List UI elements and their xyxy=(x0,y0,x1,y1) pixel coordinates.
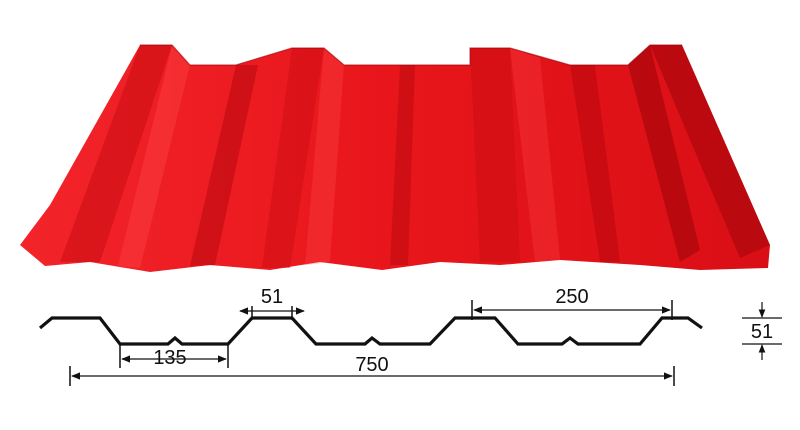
profile-line xyxy=(38,316,703,346)
roof-sheet-3d xyxy=(20,44,770,272)
rib-shade-3 xyxy=(262,48,324,268)
rib-highlight-3 xyxy=(510,48,560,262)
dim-cover-width-label: 750 xyxy=(355,354,388,376)
dim-rib-spacing-label: 250 xyxy=(555,286,588,308)
rib-shade-1 xyxy=(60,45,172,262)
rib-highlight-2 xyxy=(305,48,344,265)
rib-shade-2 xyxy=(190,65,258,266)
sheet-top-edge xyxy=(140,44,682,66)
rib-shade-8 xyxy=(628,45,700,262)
rib-shade-7 xyxy=(650,45,770,258)
rib-shade-5 xyxy=(470,48,520,262)
rib-shade-4 xyxy=(390,65,415,265)
rib-highlight-1 xyxy=(118,45,190,268)
dim-rib-top-width-label: 51 xyxy=(261,286,283,308)
dim-pan-width-label: 135 xyxy=(153,347,186,369)
dim-rib-height-label: 51 xyxy=(751,321,773,343)
profile-section: 51 250 135 750 51 xyxy=(38,286,782,386)
rib-shade-6 xyxy=(570,65,620,262)
